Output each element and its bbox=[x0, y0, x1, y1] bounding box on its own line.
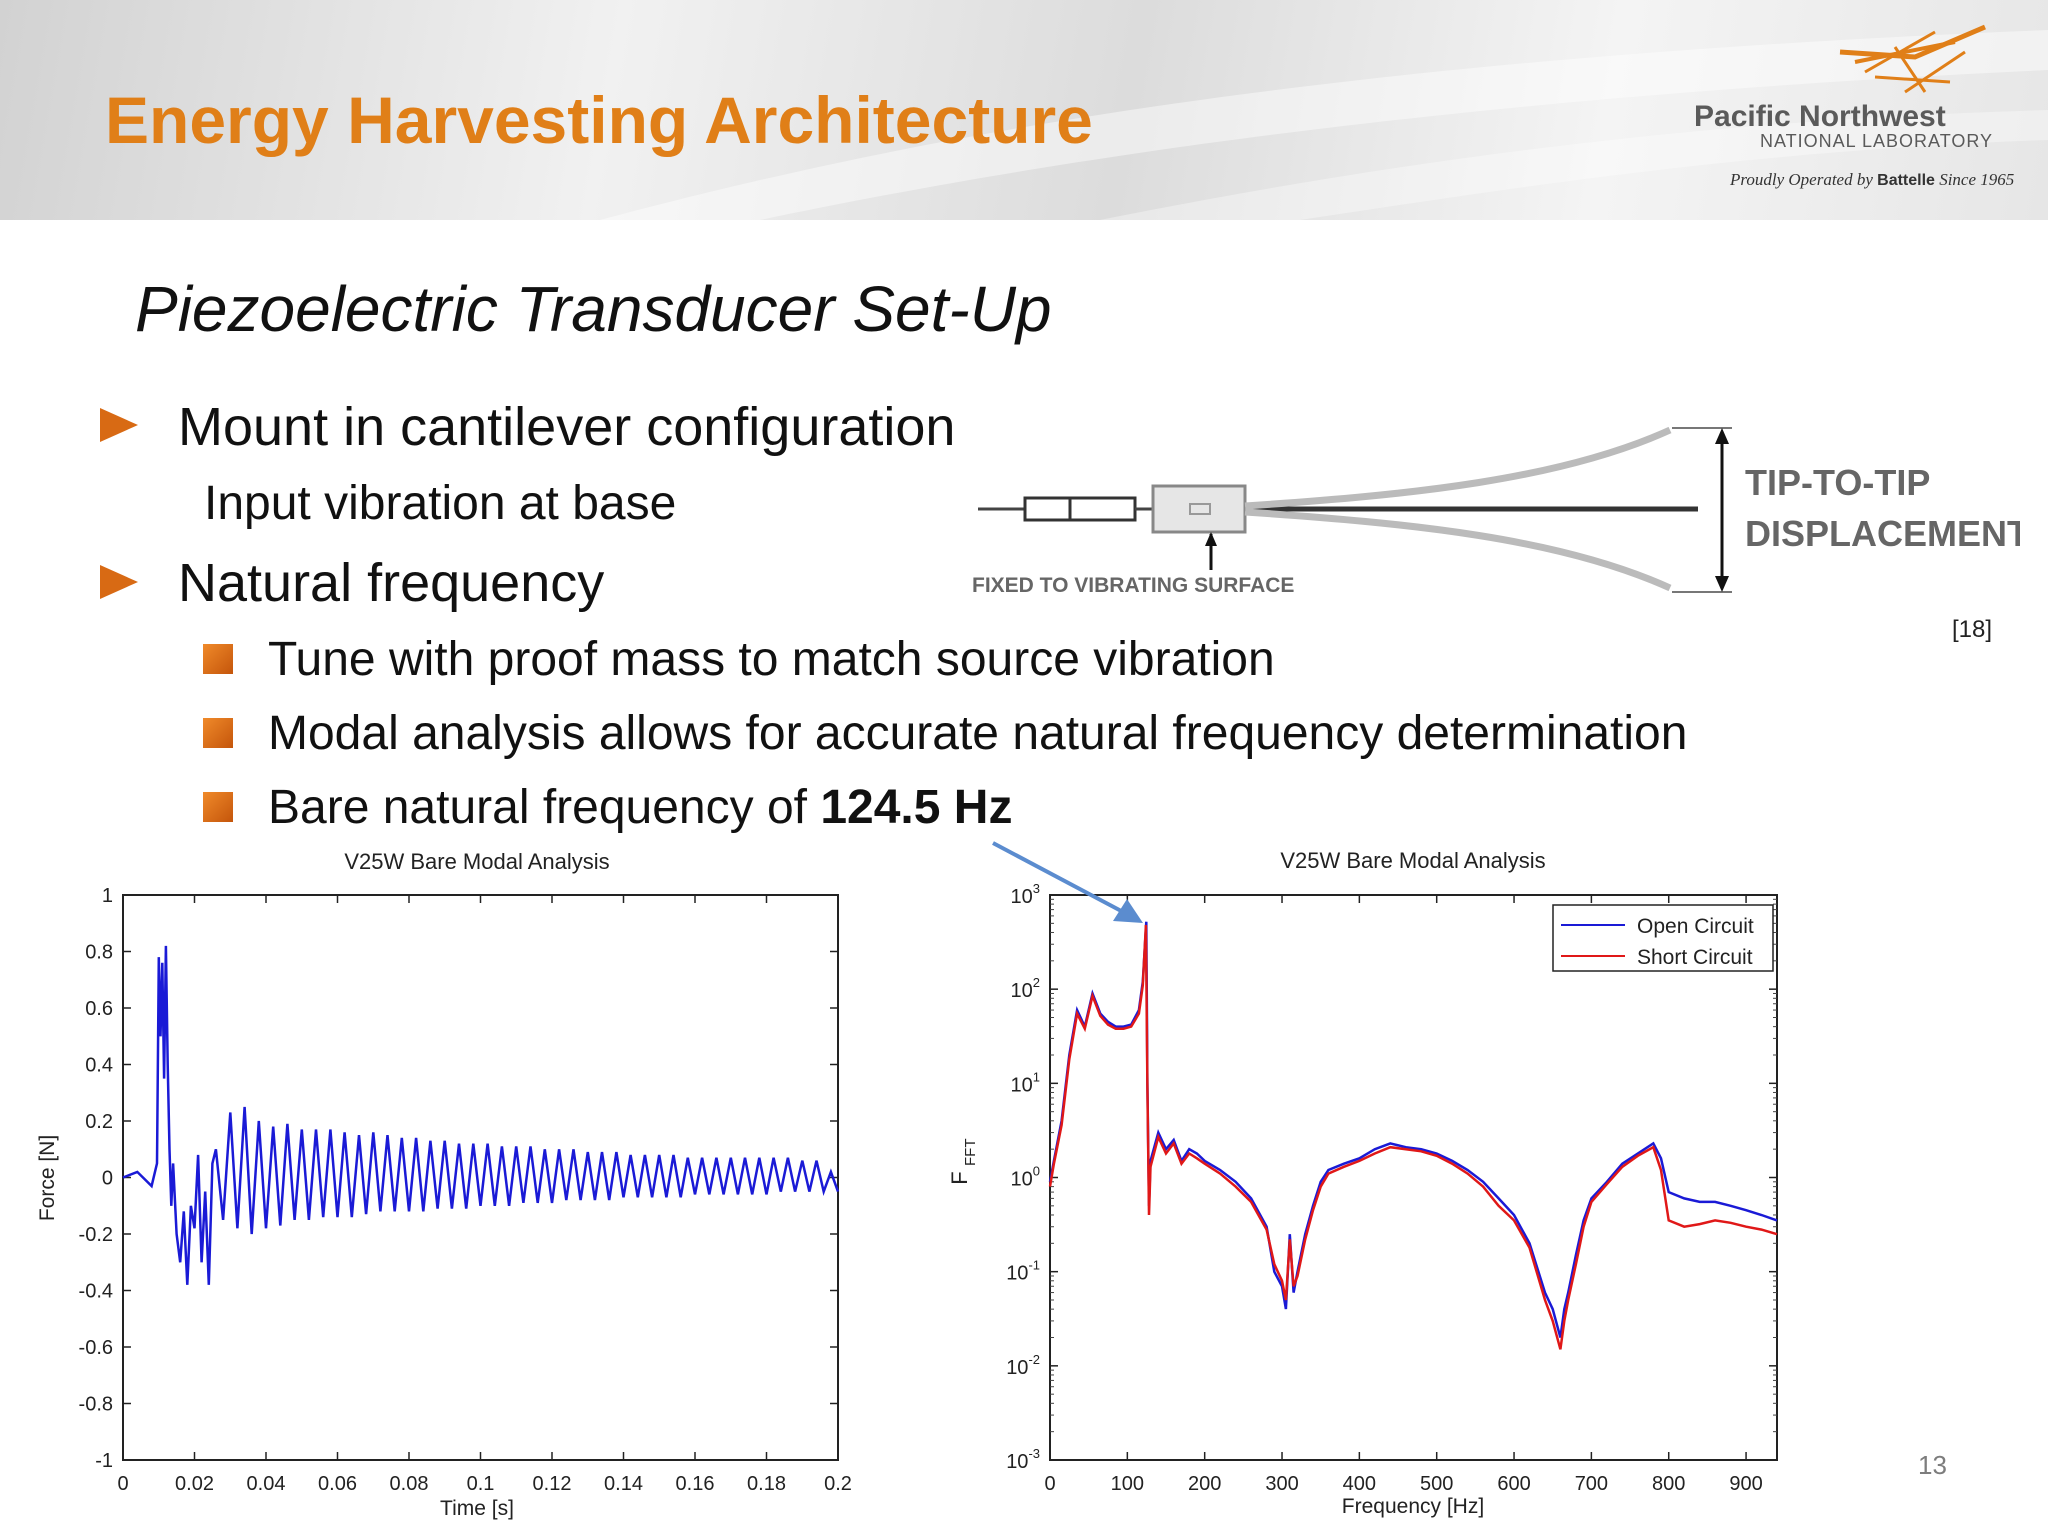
reference-label: [18] bbox=[1952, 616, 1993, 643]
chart1-y-tick-label: 0.8 bbox=[85, 942, 113, 964]
short-circuit-series-line bbox=[1048, 924, 1778, 1350]
chart2-legend: Open Circuit Short Circuit bbox=[1552, 904, 1774, 972]
chart2-x-tick-label: 700 bbox=[1575, 1473, 1608, 1495]
chart2-x-tick-label: 0 bbox=[1044, 1473, 1055, 1495]
chart2-y-tick-label: 103 bbox=[1011, 881, 1040, 908]
logo-name: Pacific Northwest bbox=[1694, 100, 1946, 133]
bullet-2: Natural frequency bbox=[178, 553, 605, 613]
chart2-ylabel-sub: FFT bbox=[962, 1139, 979, 1167]
chart1-y-tick-label: -1 bbox=[95, 1450, 113, 1472]
chart1-x-tick-label: 0.18 bbox=[747, 1473, 786, 1495]
chart2-y-tick-label: 10-2 bbox=[1006, 1352, 1040, 1379]
slide-title: Energy Harvesting Architecture bbox=[105, 83, 1093, 157]
logo-subtitle: NATIONAL LABORATORY bbox=[1760, 131, 1994, 151]
chart2-x-tick-label: 300 bbox=[1265, 1473, 1298, 1495]
chart1-x-tick-label: 0.02 bbox=[175, 1473, 214, 1495]
chart2-x-tick-label: 800 bbox=[1652, 1473, 1685, 1495]
chart2-x-tick-label: 200 bbox=[1188, 1473, 1221, 1495]
chart1-xlabel: Time [s] bbox=[440, 1497, 514, 1520]
chart1-x-tick-label: 0.2 bbox=[824, 1473, 852, 1495]
tagline-suffix: Since 1965 bbox=[1939, 170, 2015, 189]
subbullet-square-icon bbox=[203, 718, 233, 748]
chart2-xlabel: Frequency [Hz] bbox=[1342, 1495, 1484, 1518]
fixed-surface-label: FIXED TO VIBRATING SURFACE bbox=[972, 574, 1294, 597]
chart1-x-tick-label: 0.08 bbox=[390, 1473, 429, 1495]
legend-short-circuit: Short Circuit bbox=[1637, 946, 1753, 969]
chart1-y-tick-label: 0.2 bbox=[85, 1111, 113, 1133]
chart1-y-tick-label: 0.6 bbox=[85, 998, 113, 1020]
chart2-y-tick-label: 102 bbox=[1011, 975, 1040, 1002]
force-series-line bbox=[122, 945, 840, 1285]
chart2-x-tick-label: 400 bbox=[1343, 1473, 1376, 1495]
chart1-x-tick-label: 0.04 bbox=[247, 1473, 286, 1495]
logo-tagline: Proudly Operated by Battelle Since 1965 bbox=[1730, 170, 2014, 190]
chart1-y-tick-label: -0.6 bbox=[79, 1337, 113, 1359]
chart2-ylabel-main: F bbox=[947, 1171, 972, 1184]
cantilever-diagram: FIXED TO VIBRATING SURFACE TIP-TO-TIP DI… bbox=[972, 426, 2020, 597]
chart2-x-tick-label: 100 bbox=[1111, 1473, 1144, 1495]
chart1-y-tick-label: -0.2 bbox=[79, 1224, 113, 1246]
chart2-title: V25W Bare Modal Analysis bbox=[1280, 848, 1545, 873]
chart1-x-tick-label: 0.1 bbox=[467, 1473, 495, 1495]
fft-frequency-chart: V25W Bare Modal Analysis 0 100 200 300 400 50… bbox=[947, 848, 1778, 1518]
force-time-chart: V25W Bare Modal Analysis 0 0.02 0.04 0.06 0.… bbox=[36, 849, 852, 1520]
subbullet-square-icon bbox=[203, 792, 233, 822]
chart2-x-tick-label: 900 bbox=[1729, 1473, 1762, 1495]
bullet-1-sub: Input vibration at base bbox=[204, 477, 677, 530]
chart1-plot-area bbox=[122, 894, 839, 1461]
chart1-x-tick-label: 0.06 bbox=[318, 1473, 357, 1495]
chart1-x-tick-label: 0.16 bbox=[676, 1473, 715, 1495]
chart1-x-tick-label: 0.14 bbox=[604, 1473, 643, 1495]
chart2-y-tick-label: 100 bbox=[1011, 1164, 1040, 1191]
subbullet-1: Tune with proof mass to match source vib… bbox=[268, 633, 1275, 686]
legend-open-circuit: Open Circuit bbox=[1637, 915, 1754, 938]
chart1-x-tick-label: 0 bbox=[117, 1473, 128, 1495]
chart2-y-tick-label: 10-1 bbox=[1006, 1258, 1040, 1285]
peak-annotation-arrow-icon bbox=[992, 841, 1143, 923]
chart2-y-tick-label: 101 bbox=[1011, 1069, 1040, 1096]
header-band bbox=[0, 0, 2048, 220]
slide-subtitle: Piezoelectric Transducer Set-Up bbox=[135, 273, 1052, 345]
bullet-arrow-icon bbox=[100, 408, 138, 442]
chart1-x-tick-label: 0.12 bbox=[533, 1473, 572, 1495]
displacement-label-2: DISPLACEMENT bbox=[1745, 513, 2020, 554]
chart2-x-tick-label: 500 bbox=[1420, 1473, 1453, 1495]
chart1-y-tick-label: 0 bbox=[102, 1168, 113, 1190]
pnnl-logo-icon bbox=[1839, 24, 1986, 94]
subbullet-2: Modal analysis allows for accurate natur… bbox=[268, 707, 1688, 760]
chart1-title: V25W Bare Modal Analysis bbox=[344, 849, 609, 874]
header-background-streaks bbox=[600, 30, 2048, 220]
displacement-label-1: TIP-TO-TIP bbox=[1745, 462, 1930, 503]
chart2-ylabel: F FFT bbox=[947, 1139, 979, 1185]
chart2-plot-area bbox=[1049, 894, 1778, 1461]
bullet-1: Mount in cantilever configuration bbox=[178, 397, 956, 457]
chart2-x-tick-label: 600 bbox=[1497, 1473, 1530, 1495]
chart1-y-tick-label: -0.4 bbox=[79, 1281, 113, 1303]
chart1-y-tick-label: 1 bbox=[102, 885, 113, 907]
chart1-y-tick-label: -0.8 bbox=[79, 1394, 113, 1416]
bullet-arrow-icon bbox=[100, 565, 138, 599]
subbullet-square-icon bbox=[203, 644, 233, 674]
subbullet-3-bold: 124.5 Hz bbox=[820, 781, 1013, 834]
subbullet-3-text: Bare natural frequency of bbox=[268, 781, 821, 834]
chart1-y-tick-label: 0.4 bbox=[85, 1055, 113, 1077]
subbullet-3: Bare natural frequency of 124.5 Hz bbox=[268, 780, 1012, 835]
chart2-y-tick-label: 10-3 bbox=[1006, 1446, 1040, 1473]
chart1-ylabel: Force [N] bbox=[36, 1135, 59, 1221]
page-number: 13 bbox=[1918, 1450, 1947, 1480]
tagline-brand: Battelle bbox=[1877, 172, 1935, 189]
tagline-prefix: Proudly Operated by bbox=[1730, 170, 1873, 189]
